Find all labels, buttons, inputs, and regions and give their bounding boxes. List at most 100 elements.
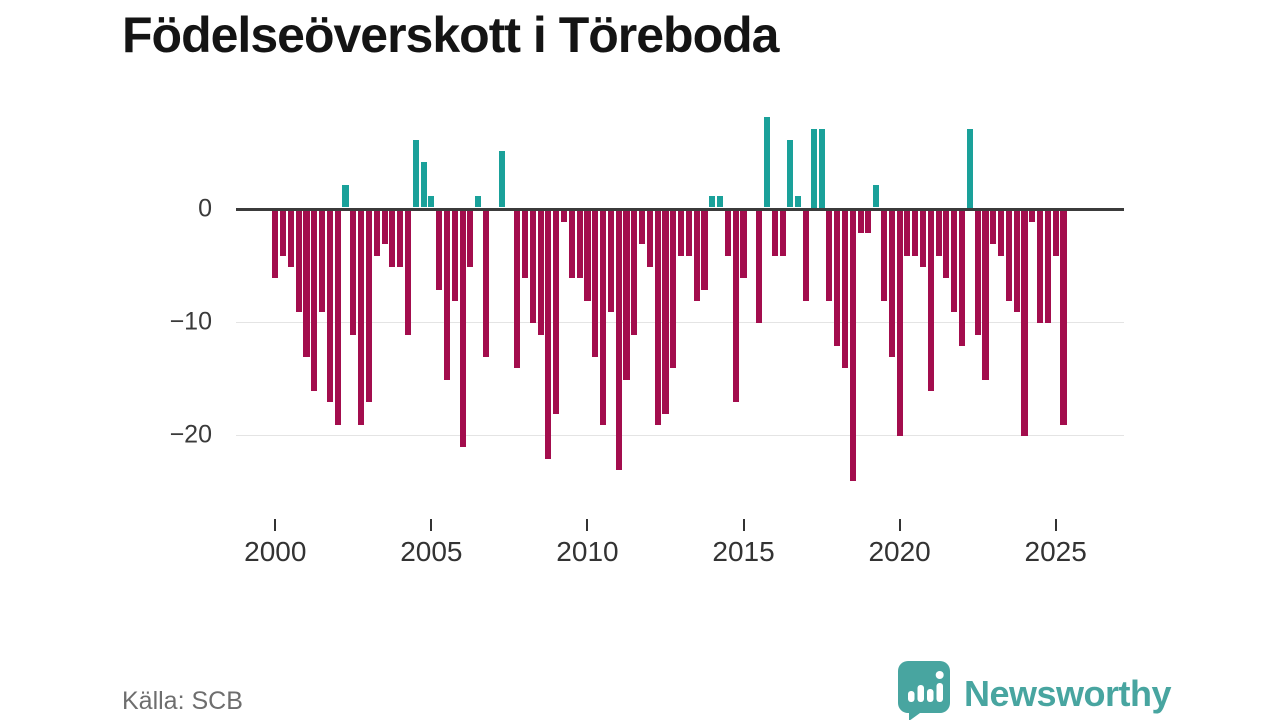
bar-negative xyxy=(381,210,388,245)
bar-negative xyxy=(311,210,318,391)
bar-negative xyxy=(982,210,989,380)
page-title: Födelseöverskott i Töreboda xyxy=(122,7,779,63)
brand-name: Newsworthy xyxy=(964,672,1172,714)
bar-positive xyxy=(420,162,427,208)
bar-negative xyxy=(1005,210,1012,301)
bar-negative xyxy=(404,210,412,335)
bar-negative xyxy=(553,210,560,414)
bar-negative xyxy=(998,210,1005,256)
y-axis-label: −10 xyxy=(169,307,212,336)
x-axis-label: 2025 xyxy=(1024,536,1087,567)
bar-negative xyxy=(670,210,677,369)
x-axis-label: 2015 xyxy=(712,536,775,567)
bar-negative xyxy=(545,210,552,459)
bar-positive xyxy=(709,196,716,208)
bar-negative xyxy=(865,210,872,234)
bar-negative xyxy=(436,210,443,290)
bar-negative xyxy=(951,210,958,312)
bar-negative xyxy=(646,210,653,267)
bar-negative xyxy=(771,210,778,256)
x-axis-tick xyxy=(898,519,901,531)
bar-negative xyxy=(662,210,669,414)
x-axis-tick xyxy=(586,519,589,531)
bar-negative xyxy=(514,210,521,369)
bar-negative xyxy=(319,210,326,312)
bar-negative xyxy=(576,210,583,279)
bar-negative xyxy=(834,210,841,346)
bar-negative xyxy=(365,210,372,403)
bar-negative xyxy=(467,210,474,267)
x-axis-label: 2005 xyxy=(400,536,463,567)
bar-negative xyxy=(849,210,856,482)
bar-negative xyxy=(615,210,622,470)
bar-positive xyxy=(795,196,802,208)
bar-positive xyxy=(873,184,880,208)
bar-negative xyxy=(326,210,333,403)
bar-negative xyxy=(779,210,786,256)
bar-negative xyxy=(623,210,630,380)
bar-negative xyxy=(459,210,466,448)
bar-negative xyxy=(631,210,638,335)
newsworthy-chart-bubble-icon xyxy=(898,661,950,720)
x-axis-label: 2000 xyxy=(244,536,307,567)
x-axis-label: 2010 xyxy=(556,536,619,567)
bar-negative xyxy=(701,210,708,290)
bar-positive xyxy=(763,117,771,208)
bar-negative xyxy=(350,210,357,335)
y-axis-label: −20 xyxy=(169,420,212,449)
bar-negative xyxy=(397,210,404,267)
bar-negative xyxy=(1044,210,1051,324)
bar-negative xyxy=(896,210,903,437)
bar-negative xyxy=(639,210,646,245)
bar-negative xyxy=(482,210,490,358)
bar-negative xyxy=(678,210,685,256)
y-axis-label: 0 xyxy=(198,194,212,223)
bar-positive xyxy=(475,196,482,208)
bar-negative xyxy=(1029,210,1036,222)
bar-negative xyxy=(358,210,365,425)
bar-positive xyxy=(810,128,817,208)
bar-negative xyxy=(974,210,981,335)
bar-negative xyxy=(927,210,934,391)
bar-negative xyxy=(529,210,536,324)
y-gridline xyxy=(236,434,1124,436)
bar-negative xyxy=(584,210,591,301)
bar-negative xyxy=(303,210,310,358)
bar-negative xyxy=(857,210,864,234)
bar-negative xyxy=(334,210,341,425)
bar-negative xyxy=(693,210,700,301)
bar-negative xyxy=(990,210,997,245)
bar-negative xyxy=(888,210,895,358)
x-axis-tick xyxy=(274,519,277,531)
zero-axis-line xyxy=(236,207,1124,211)
y-gridline xyxy=(236,321,1124,323)
bar-negative xyxy=(1052,210,1059,256)
bar-negative xyxy=(880,210,888,301)
bar-negative xyxy=(904,210,911,256)
bar-negative xyxy=(537,210,544,335)
bar-negative xyxy=(592,210,599,358)
bar-negative xyxy=(1037,210,1044,324)
bar-negative xyxy=(802,210,810,301)
bar-negative xyxy=(568,210,575,279)
bar-positive xyxy=(412,139,419,208)
bar-negative xyxy=(443,210,451,380)
bar-negative xyxy=(295,210,302,312)
bar-negative xyxy=(287,210,294,267)
bar-negative xyxy=(654,210,661,425)
bar-negative xyxy=(373,210,380,256)
bar-negative xyxy=(685,210,692,256)
bar-positive xyxy=(966,128,973,208)
bar-negative xyxy=(724,210,731,256)
bar-negative xyxy=(740,210,747,279)
x-axis-tick xyxy=(430,519,433,531)
bar-positive xyxy=(818,128,825,208)
bar-positive xyxy=(717,196,724,208)
x-axis-tick xyxy=(742,519,745,531)
bar-negative xyxy=(389,210,396,267)
brand-logo: Newsworthy xyxy=(898,661,1172,720)
bar-negative xyxy=(607,210,614,312)
bar-negative xyxy=(756,210,763,324)
source-label: Källa: SCB xyxy=(122,687,243,715)
